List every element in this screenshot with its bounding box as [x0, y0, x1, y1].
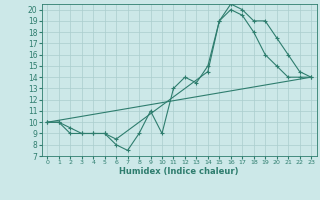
X-axis label: Humidex (Indice chaleur): Humidex (Indice chaleur) — [119, 167, 239, 176]
